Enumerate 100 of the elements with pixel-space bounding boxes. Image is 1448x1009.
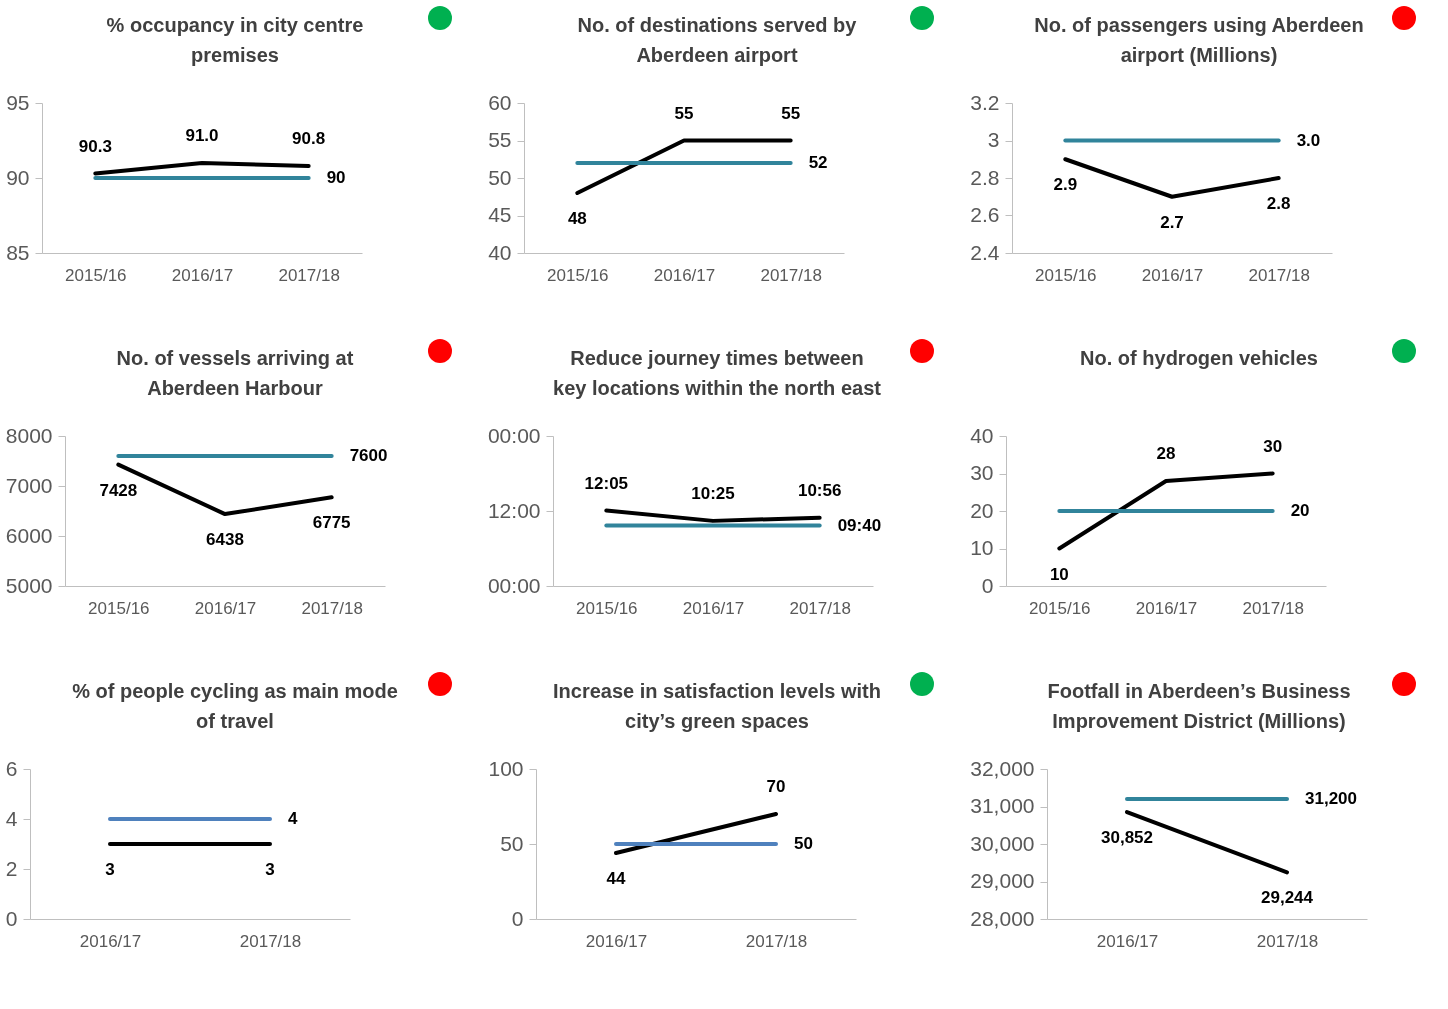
data-label: 10:25 xyxy=(691,483,735,503)
y-tick-label: 7000 xyxy=(5,473,53,497)
data-label: 90.8 xyxy=(292,129,326,148)
data-label: 52 xyxy=(808,153,828,172)
y-tick-label: 40 xyxy=(970,423,994,447)
chart-title: % of people cycling as main mode of travel xyxy=(71,679,399,734)
data-label: 91.0 xyxy=(185,126,219,145)
x-tick-label: 2016/17 xyxy=(585,931,648,951)
chart-title: No. of hydrogen vehicles xyxy=(1079,346,1319,371)
x-tick-label: 2017/18 xyxy=(239,931,302,951)
y-tick-label: 3 xyxy=(987,128,1000,151)
y-tick-label: 6 xyxy=(5,756,18,780)
data-label: 12:05 xyxy=(584,473,629,493)
data-label: 55 xyxy=(781,103,801,123)
y-tick-label: 10 xyxy=(970,536,994,559)
data-label: 6438 xyxy=(206,530,244,550)
data-label: 29,244 xyxy=(1261,888,1314,908)
data-label: 70 xyxy=(766,777,786,796)
x-tick-label: 2016/17 xyxy=(1096,931,1159,951)
y-tick-label: 29,000 xyxy=(970,869,1035,892)
y-tick-label: 5000 xyxy=(5,573,53,597)
data-label: 7428 xyxy=(99,480,138,500)
y-tick-label: 60 xyxy=(488,90,512,114)
y-tick-label: 2.6 xyxy=(970,203,1000,226)
data-label: 3.0 xyxy=(1296,130,1321,150)
data-label: 2.9 xyxy=(1053,175,1078,195)
y-tick-label: 6000 xyxy=(5,523,53,547)
y-tick-label: 8000 xyxy=(5,423,53,447)
x-tick-label: 2015/16 xyxy=(1029,598,1091,618)
y-tick-label: 3.2 xyxy=(970,90,1000,114)
x-tick-label: 2015/16 xyxy=(88,598,150,618)
x-tick-label: 2017/18 xyxy=(1256,931,1319,951)
data-label: 20 xyxy=(1290,501,1310,520)
y-tick-label: 00:00 xyxy=(487,573,541,597)
x-tick-label: 2016/17 xyxy=(194,598,257,618)
y-tick-label: 90 xyxy=(6,165,30,189)
x-tick-label: 2016/17 xyxy=(79,931,142,951)
x-tick-label: 2015/16 xyxy=(1035,265,1097,285)
data-label: 10:56 xyxy=(797,480,842,500)
data-label: 4 xyxy=(288,809,298,828)
y-tick-label: 85 xyxy=(6,240,30,264)
y-tick-label: 40 xyxy=(488,240,512,264)
x-tick-label: 2015/16 xyxy=(65,265,127,285)
x-tick-label: 2017/18 xyxy=(301,598,363,618)
x-tick-label: 2017/18 xyxy=(278,265,340,285)
data-label: 44 xyxy=(606,869,626,888)
y-tick-label: 0 xyxy=(5,906,18,930)
chart-title: Reduce journey times between key locations within the north east xyxy=(552,346,882,401)
data-label: 09:40 xyxy=(837,515,882,535)
y-tick-label: 55 xyxy=(488,128,512,151)
y-tick-label: 32,000 xyxy=(970,756,1035,780)
data-label: 30,852 xyxy=(1101,828,1153,848)
data-label: 28 xyxy=(1156,444,1176,463)
y-tick-label: 45 xyxy=(488,203,512,226)
data-label: 90 xyxy=(326,168,346,187)
y-tick-label: 12:00 xyxy=(487,498,541,522)
y-tick-label: 28,000 xyxy=(970,906,1035,930)
x-tick-label: 2016/17 xyxy=(653,265,716,285)
y-tick-label: 2.8 xyxy=(970,165,1000,189)
data-label: 55 xyxy=(674,103,694,123)
data-label: 3 xyxy=(265,860,275,879)
data-label: 2.7 xyxy=(1160,212,1184,232)
y-tick-label: 2 xyxy=(5,856,18,880)
x-tick-label: 2016/17 xyxy=(171,265,234,285)
y-tick-label: 2.4 xyxy=(970,240,1000,264)
x-tick-label: 2017/18 xyxy=(760,265,822,285)
data-label: 3 xyxy=(105,860,115,879)
chart-title: No. of destinations served by Aberdeen airport xyxy=(576,13,858,68)
y-tick-label: 50 xyxy=(500,831,524,855)
data-label: 6775 xyxy=(312,513,351,533)
data-label: 30 xyxy=(1263,436,1283,456)
chart-title: No. of vessels arriving at Aberdeen Harbour xyxy=(115,346,355,401)
chart-title: No. of passengers using Aberdeen airport (Millions) xyxy=(1034,13,1364,68)
chart-title: Footfall in Aberdeen’s Business Improvement District (Millions) xyxy=(1046,679,1352,734)
data-label: 7600 xyxy=(349,446,388,465)
x-tick-label: 2016/17 xyxy=(1141,265,1204,285)
chart-title: % occupancy in city centre premises xyxy=(105,13,365,68)
data-label: 31,200 xyxy=(1305,789,1357,808)
x-tick-label: 2016/17 xyxy=(682,598,745,618)
x-tick-label: 2017/18 xyxy=(1248,265,1310,285)
y-tick-label: 100 xyxy=(488,756,524,780)
y-tick-label: 50 xyxy=(488,165,512,189)
y-tick-label: 00:00 xyxy=(487,423,541,447)
y-tick-label: 0 xyxy=(511,906,524,930)
data-label: 50 xyxy=(794,834,813,853)
x-tick-label: 2017/18 xyxy=(745,931,808,951)
y-tick-label: 0 xyxy=(981,573,994,597)
y-tick-label: 4 xyxy=(5,806,18,830)
x-tick-label: 2017/18 xyxy=(1242,598,1304,618)
data-label: 48 xyxy=(567,209,587,228)
chart-title: Increase in satisfaction levels with city’s green spaces xyxy=(552,679,882,734)
y-tick-label: 95 xyxy=(6,90,30,114)
x-tick-label: 2017/18 xyxy=(789,598,851,618)
y-tick-label: 31,000 xyxy=(970,794,1035,817)
x-tick-label: 2015/16 xyxy=(547,265,609,285)
data-label: 10 xyxy=(1049,564,1069,584)
x-tick-label: 2015/16 xyxy=(576,598,638,618)
data-label: 2.8 xyxy=(1266,194,1291,213)
x-tick-label: 2016/17 xyxy=(1135,598,1198,618)
data-label: 90.3 xyxy=(78,136,112,156)
